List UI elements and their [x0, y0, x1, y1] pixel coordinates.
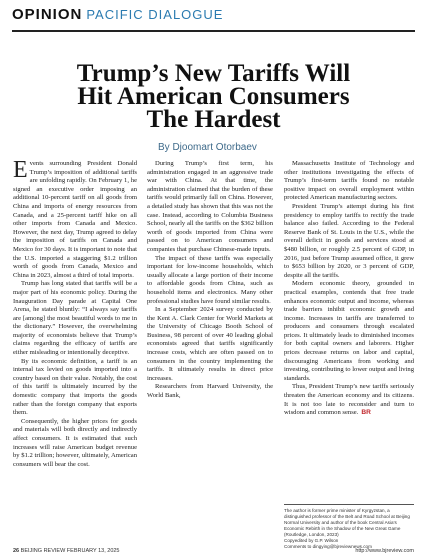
section: OPINION: [12, 6, 83, 23]
paragraph-text: Events surrounding President Donald Trum…: [13, 160, 137, 279]
paragraph: By its economic definition, a tariff is …: [13, 358, 137, 418]
paragraph-text: In a September 2024 survey conducted by …: [147, 306, 273, 382]
footer-left: 26 BEIJING REVIEW FEBRUARY 13, 2025: [13, 548, 120, 554]
column-name: PACIFIC DIALOGUE: [86, 7, 224, 22]
paragraph: During Trump’s first term, his administr…: [147, 160, 273, 255]
byline: By Djoomart Otorbaev: [158, 142, 257, 153]
paragraph-text: Thus, President Trump’s new tariffs seri…: [284, 383, 414, 417]
paragraph: In a September 2024 survey conducted by …: [147, 306, 273, 383]
bio-line: Comments to dingying@bjreviewnews.com: [284, 544, 372, 549]
paragraph-text: During Trump’s first term, his administr…: [147, 160, 273, 253]
paragraph: Researchers from Harvard University, the…: [147, 383, 273, 400]
bio-line: The author is former prime minister of K…: [284, 508, 410, 537]
page-number: 26: [13, 548, 20, 554]
author-bio: The author is former prime minister of K…: [284, 504, 414, 550]
footer-url: http://www.bjreview.com: [355, 548, 414, 554]
paragraph-text: President Trump’s attempt during his fir…: [284, 202, 414, 279]
headline-line: Hit American Consumers: [77, 83, 350, 110]
header: OPINION PACIFIC DIALOGUE: [12, 6, 223, 23]
bio-line: Copyedited by G.P. Wilson: [284, 538, 339, 543]
paragraph: Trump has long stated that tariffs will …: [13, 280, 137, 357]
headline-line: Trump’s New Tariffs Will: [76, 60, 351, 87]
end-mark: BR: [361, 409, 371, 417]
paragraph-text: Trump has long stated that tariffs will …: [13, 280, 137, 357]
paragraph: Massachusetts Institute of Technology an…: [284, 160, 414, 203]
paragraph: Consequently, the higher prices for good…: [13, 418, 137, 470]
headline: Trump’s New Tariffs Will Hit American Con…: [0, 60, 427, 133]
paragraph-text: The impact of these tariffs was especial…: [147, 254, 273, 305]
text-column: Events surrounding President Donald Trum…: [13, 160, 137, 548]
paragraph-text: Consequently, the higher prices for good…: [13, 417, 137, 468]
paragraph: Events surrounding President Donald Trum…: [13, 160, 137, 280]
paragraph: The impact of these tariffs was especial…: [147, 255, 273, 307]
paragraph: Thus, President Trump’s new tariffs seri…: [284, 383, 414, 417]
paragraph-text: Modern economic theory, grounded in prac…: [284, 280, 414, 382]
paragraph: President Trump’s attempt during his fir…: [284, 203, 414, 280]
paragraph: Modern economic theory, grounded in prac…: [284, 280, 414, 383]
paragraph-text: Massachusetts Institute of Technology an…: [284, 160, 414, 202]
publication: BEIJING REVIEW FEBRUARY 13, 2025: [20, 548, 120, 554]
text-column: Massachusetts Institute of Technology an…: [284, 160, 414, 500]
headline-line: The Hardest: [146, 106, 281, 133]
paragraph-text: By its economic definition, a tariff is …: [13, 357, 137, 417]
paragraph-text: Researchers from Harvard University, the…: [147, 383, 273, 400]
text-column: During Trump’s first term, his administr…: [147, 160, 273, 548]
header-rule: [12, 30, 415, 32]
